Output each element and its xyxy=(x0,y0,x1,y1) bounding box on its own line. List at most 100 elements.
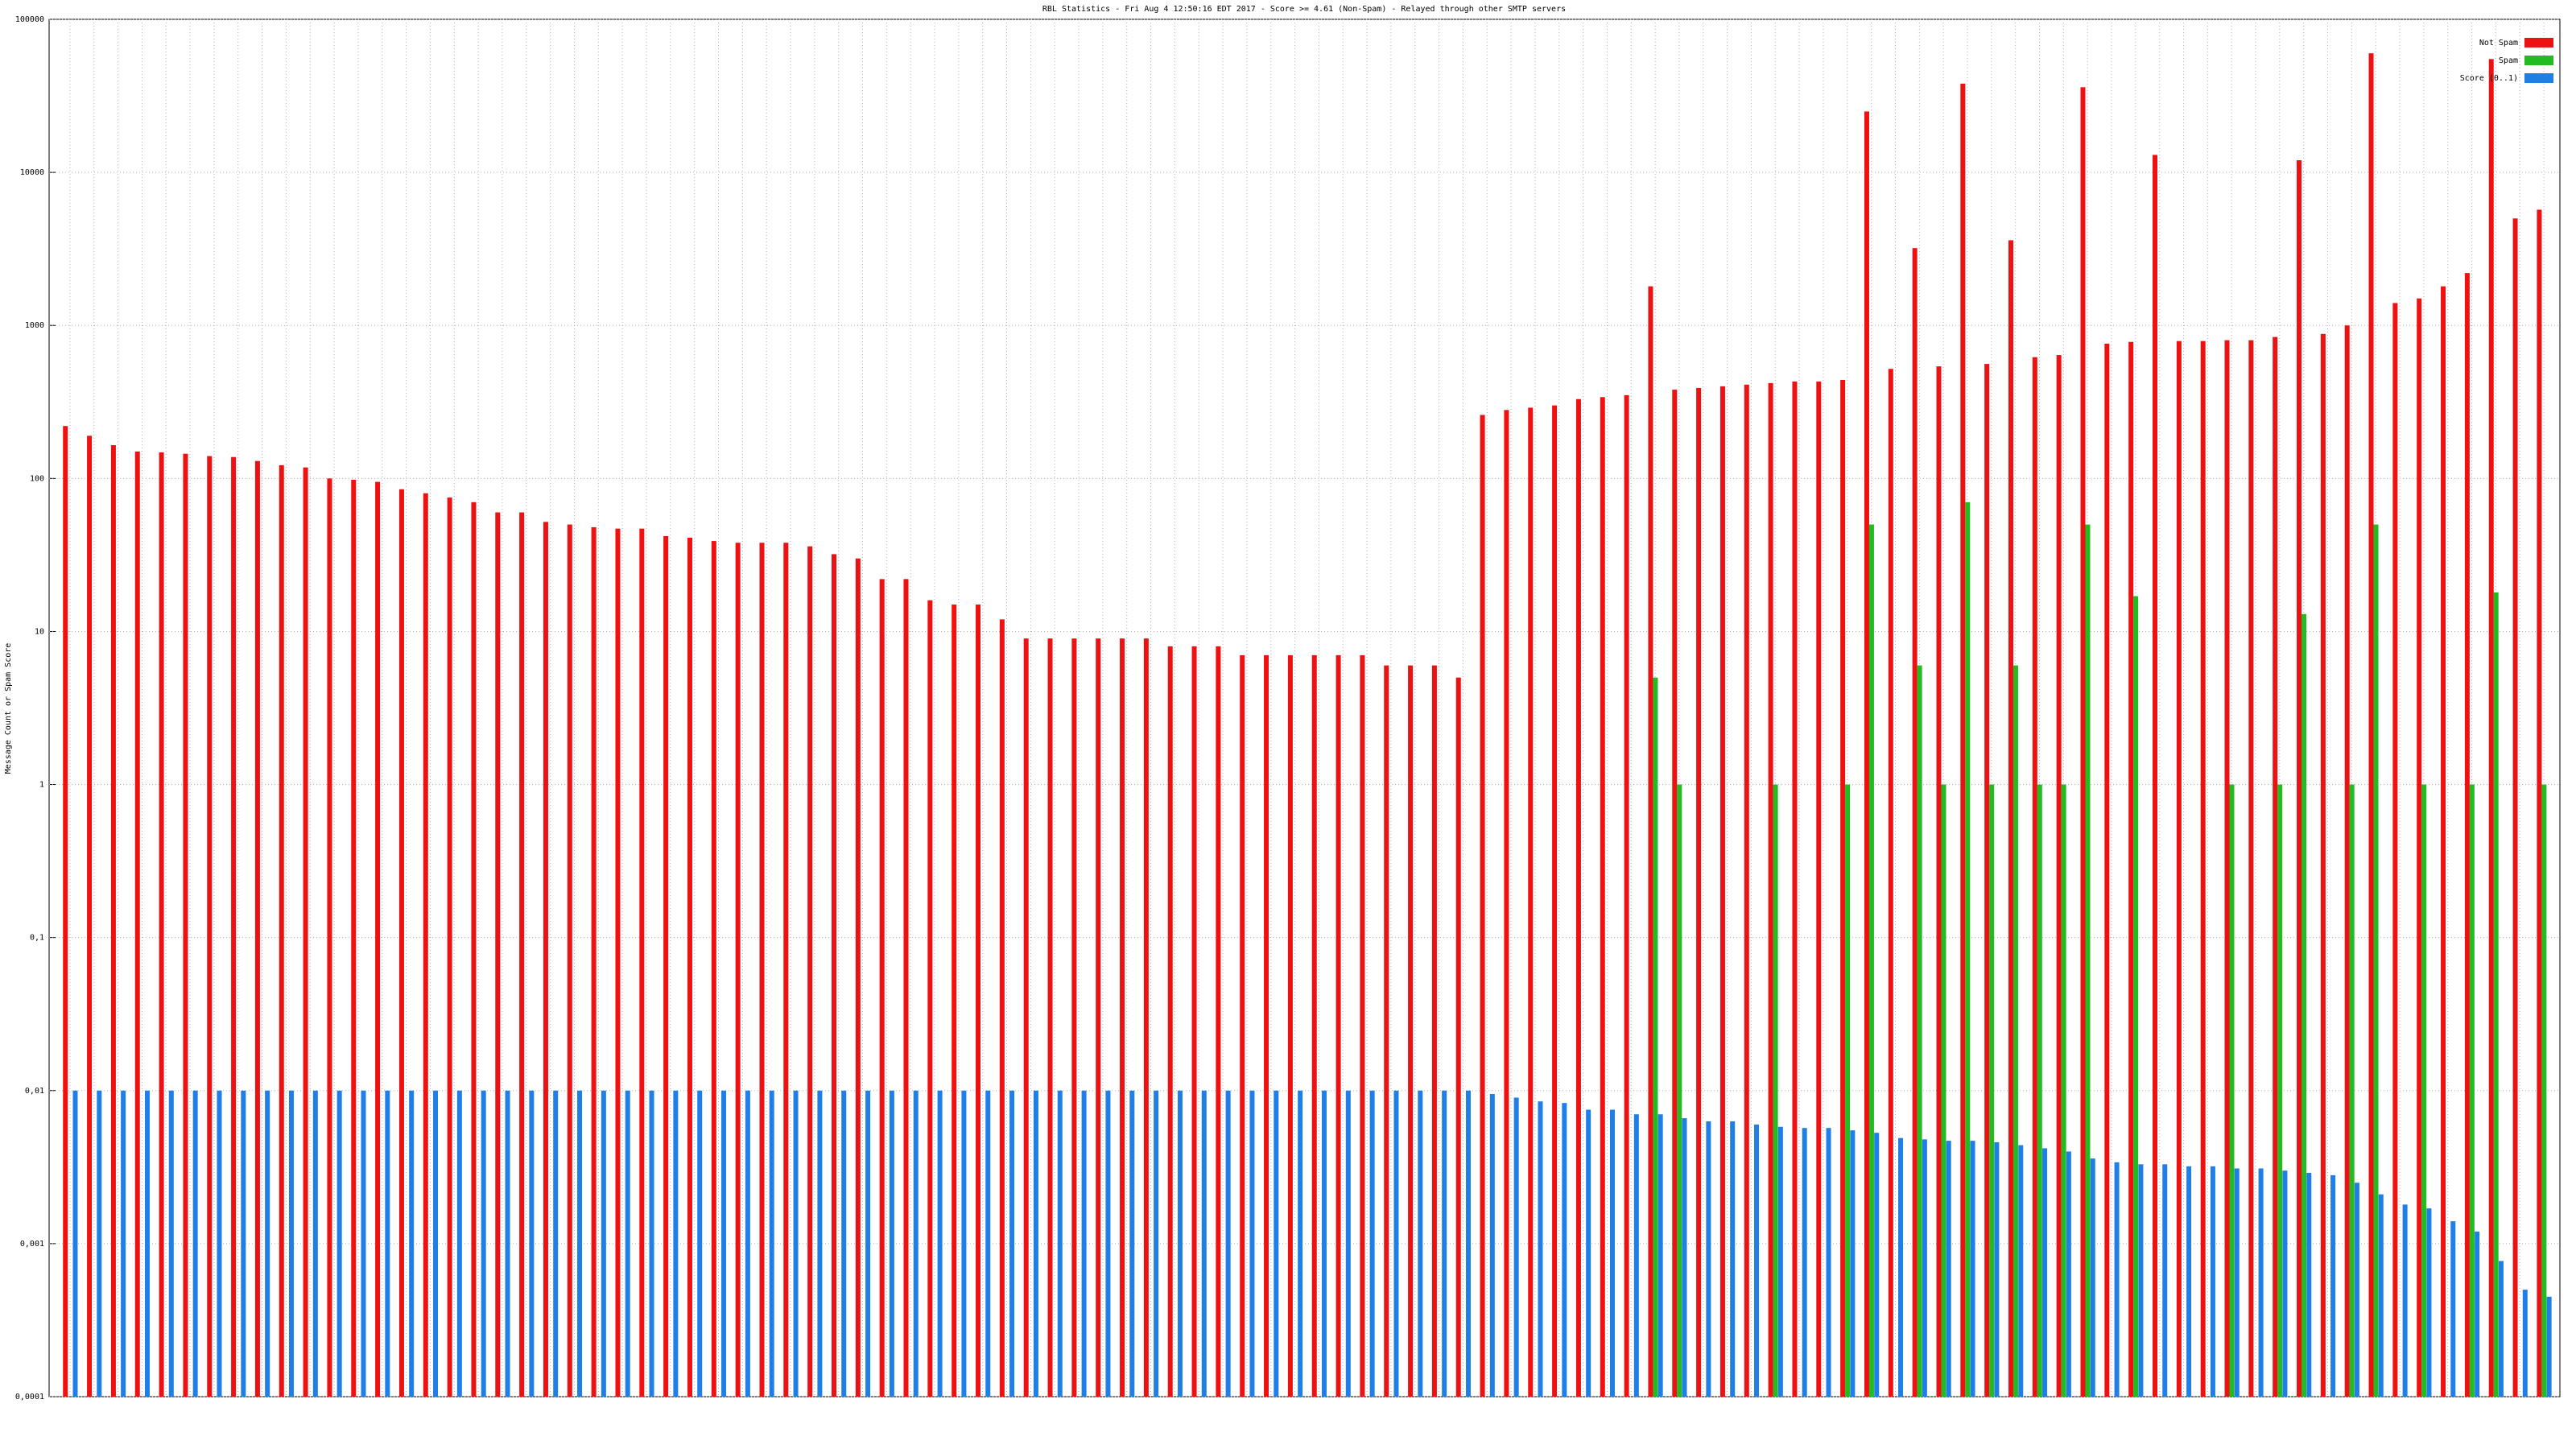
bar xyxy=(697,1090,703,1397)
bar xyxy=(1047,638,1053,1397)
bar xyxy=(1754,1124,1760,1397)
y-tick-label: 10000 xyxy=(20,168,44,177)
bar xyxy=(1802,1128,1807,1397)
legend-swatch xyxy=(2524,73,2553,83)
bar xyxy=(1442,1090,1447,1397)
bar xyxy=(1311,654,1317,1397)
bar xyxy=(2133,596,2139,1397)
bar xyxy=(2306,1172,2312,1397)
bar xyxy=(2018,1145,2024,1397)
bar xyxy=(1360,654,1365,1397)
bar xyxy=(1840,380,1846,1397)
bar xyxy=(2421,784,2427,1397)
bar xyxy=(1575,398,1581,1397)
bar xyxy=(2248,340,2254,1397)
bar xyxy=(2493,592,2499,1397)
bar xyxy=(639,528,645,1397)
bar xyxy=(1682,1118,1687,1397)
bar xyxy=(433,1090,439,1397)
bar xyxy=(961,1090,967,1397)
bar xyxy=(312,1090,318,1397)
bar xyxy=(2546,1296,2552,1397)
bar xyxy=(841,1090,847,1397)
bar xyxy=(1984,364,1990,1397)
bar xyxy=(1201,1090,1207,1397)
bar xyxy=(2392,303,2398,1397)
bar xyxy=(1154,1090,1159,1397)
bar xyxy=(183,453,188,1397)
bar xyxy=(2282,1170,2288,1397)
bar xyxy=(1850,1130,1856,1397)
bar xyxy=(529,1090,535,1397)
bar xyxy=(735,543,741,1397)
bar xyxy=(398,489,404,1397)
bar xyxy=(1562,1103,1567,1397)
bar xyxy=(673,1090,679,1397)
bar xyxy=(1274,1090,1279,1397)
bar xyxy=(2210,1166,2215,1397)
bar xyxy=(2080,87,2086,1397)
legend-label: Score (0..1) xyxy=(2460,74,2518,83)
y-tick-label: 10 xyxy=(35,627,44,636)
bar xyxy=(231,456,237,1397)
bar xyxy=(2450,1221,2456,1397)
bar xyxy=(375,481,381,1397)
bar xyxy=(2344,325,2350,1397)
bar xyxy=(1826,1128,1831,1397)
bar xyxy=(1657,1114,1663,1397)
bar xyxy=(952,604,957,1397)
bar xyxy=(2224,340,2230,1397)
bar xyxy=(2090,1158,2095,1397)
bar xyxy=(2153,155,2158,1397)
bar xyxy=(1408,665,1414,1397)
bar xyxy=(159,452,164,1397)
bar xyxy=(2441,286,2446,1397)
bar xyxy=(2417,298,2422,1397)
bar xyxy=(1264,654,1269,1397)
bar xyxy=(1917,665,1922,1397)
bar xyxy=(1225,1090,1231,1397)
bar xyxy=(2297,160,2302,1397)
bar xyxy=(1431,665,1437,1397)
bar xyxy=(1191,646,1197,1397)
bar xyxy=(1033,1090,1038,1397)
bar xyxy=(2162,1164,2168,1397)
bar xyxy=(1321,1090,1327,1397)
bar xyxy=(1744,384,1749,1397)
bar xyxy=(1143,638,1149,1397)
bar xyxy=(97,1090,102,1397)
bar xyxy=(711,541,716,1397)
bar xyxy=(87,436,93,1397)
bar xyxy=(2373,524,2379,1397)
bar xyxy=(817,1090,823,1397)
bar xyxy=(1023,638,1029,1397)
bar xyxy=(1965,502,1971,1397)
bar xyxy=(1994,1141,2000,1397)
bar xyxy=(1455,677,1461,1397)
bar xyxy=(279,464,284,1397)
bar xyxy=(2056,355,2062,1397)
bar xyxy=(745,1090,750,1397)
bar xyxy=(2488,59,2494,1397)
bar xyxy=(1586,1109,1591,1397)
bar xyxy=(1773,784,1778,1397)
bar xyxy=(2186,1166,2192,1397)
bar xyxy=(2085,524,2091,1397)
bar xyxy=(1941,784,1946,1397)
bar xyxy=(144,1090,150,1397)
bar xyxy=(327,478,332,1397)
bar xyxy=(265,1090,270,1397)
bar xyxy=(1677,784,1682,1397)
bar xyxy=(1864,111,1869,1397)
bar xyxy=(2273,336,2278,1397)
bar xyxy=(2061,784,2066,1397)
bar xyxy=(976,604,981,1397)
bar xyxy=(1167,646,1173,1397)
bar xyxy=(1105,1090,1111,1397)
bar xyxy=(1624,394,1629,1397)
bar xyxy=(1696,387,1702,1397)
bar xyxy=(663,535,669,1397)
bar xyxy=(1648,286,1653,1397)
